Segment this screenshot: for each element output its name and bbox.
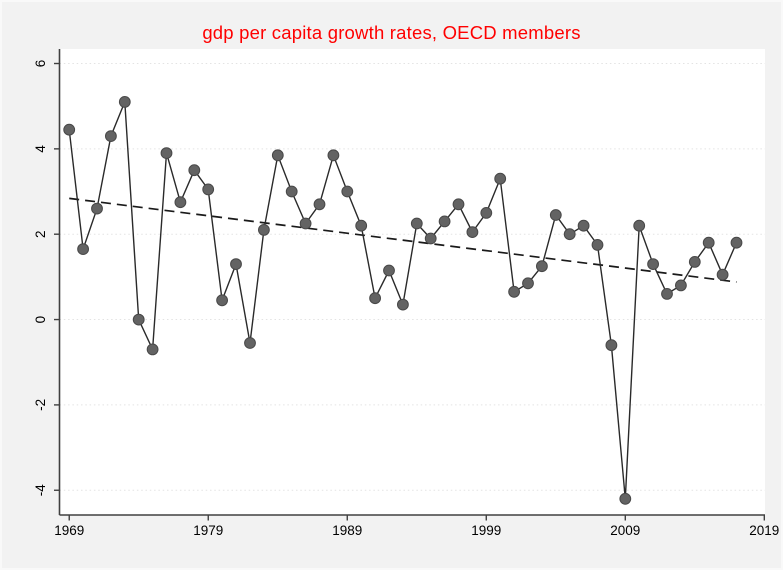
data-point (522, 277, 534, 290)
y-tick-label: 2 (33, 230, 48, 238)
data-point (160, 147, 173, 160)
data-point (466, 226, 479, 239)
data-point (146, 343, 159, 356)
data-point (424, 232, 437, 245)
data-point (702, 236, 715, 249)
data-point (230, 258, 242, 271)
y-tick-label: 4 (33, 145, 48, 153)
data-point (188, 164, 201, 177)
data-point (77, 243, 89, 256)
data-point (105, 130, 117, 143)
data-point (410, 217, 423, 230)
data-point (536, 260, 548, 273)
data-point (619, 492, 632, 505)
data-point (661, 288, 673, 300)
data-point (480, 207, 493, 219)
data-point (688, 256, 701, 268)
data-point (549, 209, 562, 221)
data-point (63, 123, 76, 136)
x-tick-label: 1979 (193, 523, 223, 538)
data-point (675, 279, 687, 292)
data-point (494, 172, 507, 185)
x-tick-label: 1989 (332, 523, 362, 538)
data-point (647, 258, 659, 271)
plot-area (59, 49, 765, 515)
data-point (271, 149, 284, 162)
data-point (258, 224, 270, 236)
data-point (577, 219, 590, 232)
data-point (313, 198, 326, 211)
data-point (730, 236, 743, 249)
x-tick-label: 1999 (471, 523, 501, 538)
data-point (132, 313, 145, 326)
data-point (118, 96, 131, 108)
data-point (202, 183, 215, 196)
y-tick-label: -2 (33, 399, 48, 411)
trend-line (69, 197, 737, 283)
x-tick-label: 1969 (54, 523, 84, 538)
data-point (383, 264, 395, 277)
y-tick-label: 6 (33, 60, 48, 68)
data-point (369, 292, 382, 305)
data-point (508, 285, 520, 298)
data-point (244, 337, 256, 349)
data-point (341, 185, 354, 198)
x-tick-label: 2019 (749, 523, 779, 538)
data-point (299, 217, 312, 230)
data-point (355, 219, 368, 232)
data-point (633, 219, 646, 232)
data-point (285, 185, 298, 198)
data-point (174, 196, 187, 209)
data-point (327, 149, 340, 162)
x-tick-label: 2009 (610, 523, 640, 538)
data-point (452, 198, 465, 211)
data-point (216, 294, 229, 307)
y-tick-label: -4 (33, 484, 48, 496)
data-point (605, 339, 618, 352)
data-point (563, 228, 576, 241)
data-point (591, 239, 604, 251)
y-tick-label: 0 (33, 316, 48, 324)
data-point (91, 202, 103, 215)
data-point (716, 268, 729, 281)
data-point (438, 215, 451, 228)
data-point (397, 298, 409, 311)
